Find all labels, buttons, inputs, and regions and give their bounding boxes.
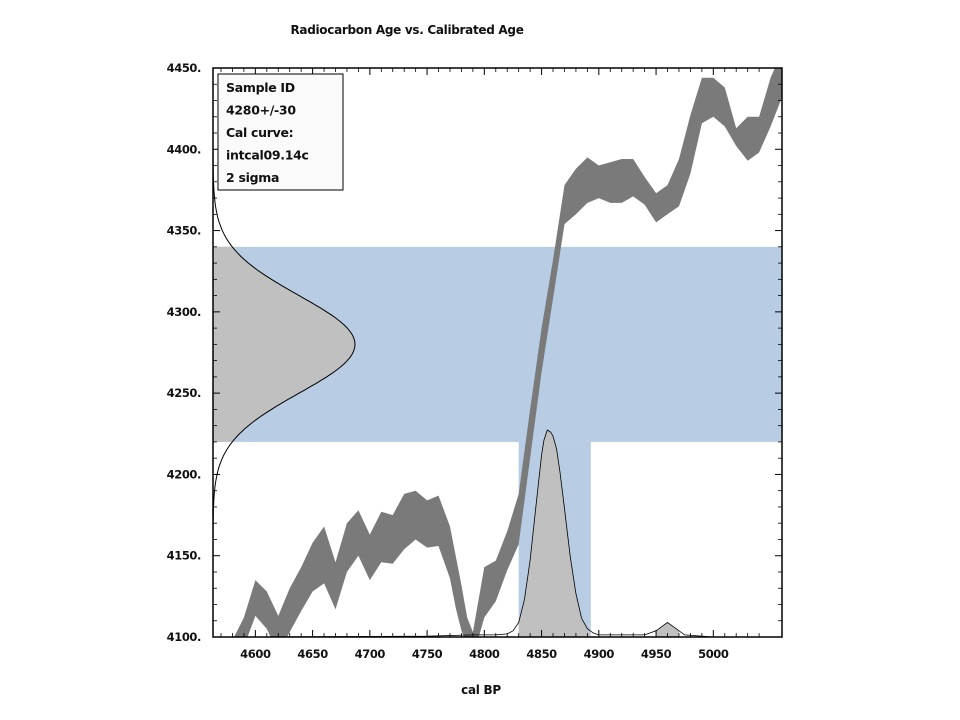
calibrated-distribution-line — [213, 429, 782, 637]
info-box-line: 4280+/-30 — [226, 103, 296, 118]
y-tick-label: 4400. — [167, 142, 201, 156]
x-tick-label: 5000 — [698, 647, 729, 661]
x-axis-label: cal BP — [461, 683, 501, 697]
calibrated-distribution-minor-fill — [656, 622, 679, 637]
x-tick-label: 4600 — [240, 647, 271, 661]
y-tick-label: 4250. — [167, 386, 201, 400]
radiocarbon-distribution-fill — [213, 246, 355, 442]
x-tick-label: 4750 — [412, 647, 443, 661]
info-box-frame — [217, 73, 344, 191]
info-box-line: intcal09.14c — [226, 148, 309, 163]
info-box: Sample ID 4280+/-30 Cal curve: intcal09.14c… — [217, 73, 344, 191]
y-tick-label: 4450. — [167, 61, 201, 75]
info-box-line: Cal curve: — [226, 125, 293, 140]
y-tick-label: 4350. — [167, 224, 201, 238]
x-tick-label: 4650 — [297, 647, 328, 661]
y-tick-label: 4150. — [167, 549, 201, 563]
y-tick-label: 4200. — [167, 467, 201, 481]
calibration-curve-band — [234, 68, 782, 637]
x-tick-label: 4900 — [584, 647, 615, 661]
info-box-line: 2 sigma — [226, 170, 279, 185]
chart-title: Radiocarbon Age vs. Calibrated Age — [290, 23, 523, 37]
calibrated-distribution-fill — [518, 430, 591, 637]
plot-frame — [212, 67, 783, 638]
x-tick-label: 4850 — [526, 647, 557, 661]
x-tick-label: 4950 — [641, 647, 672, 661]
x-tick-label: 4800 — [469, 647, 500, 661]
x-tick-label: 4700 — [355, 647, 386, 661]
plot-layer — [213, 68, 782, 637]
plot-area: 4100. 4150. 4200. 4250. 4300. 4350. 4400. 4450.… — [167, 61, 783, 661]
y-tick-label: 4100. — [167, 630, 201, 644]
y-tick-label: 4300. — [167, 305, 201, 319]
info-box-line: Sample ID — [226, 80, 295, 95]
